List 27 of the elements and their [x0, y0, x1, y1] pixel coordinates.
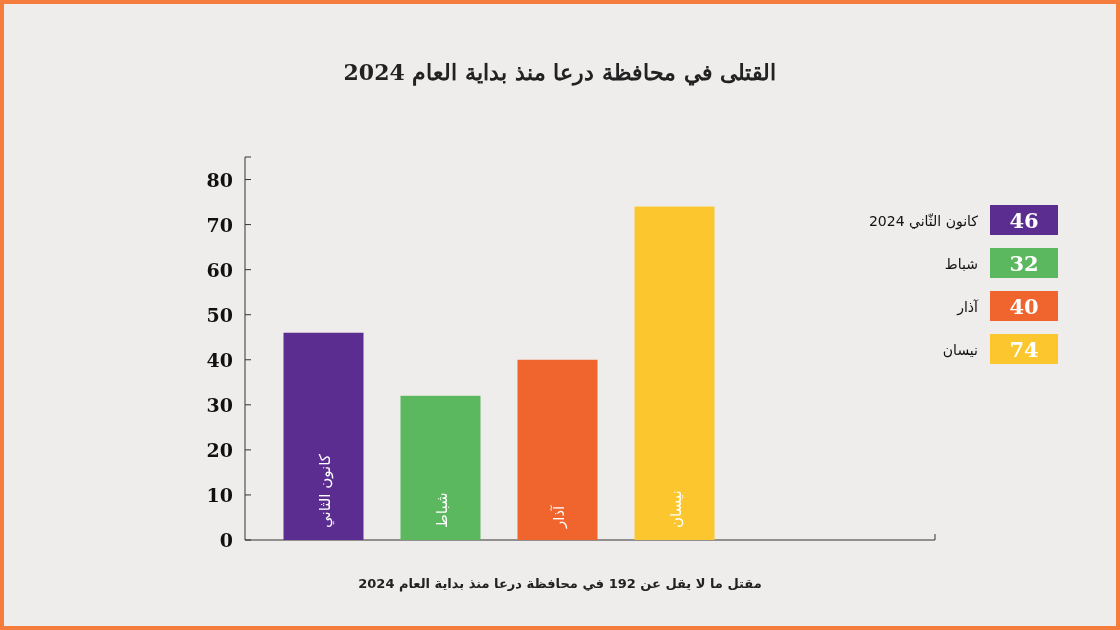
- data-label: 40: [1009, 294, 1039, 319]
- category-label: نيسان: [942, 342, 978, 358]
- y-tick-label: 60: [206, 258, 233, 281]
- x-tick-label: نيسان: [666, 490, 685, 528]
- y-tick-label: 0: [219, 529, 233, 551]
- y-tick-label: 70: [206, 213, 233, 236]
- data-label: 74: [1009, 337, 1039, 362]
- text: مقتل ما لا يقل عن 192 في محافظة درعا منذ بداية العام 2024: [358, 576, 762, 592]
- bar: [283, 332, 364, 540]
- y-tick-label: 10: [206, 483, 233, 506]
- x-tick-label: آذار: [549, 504, 568, 529]
- bar: [517, 359, 598, 540]
- y-tick-label: 50: [206, 303, 233, 326]
- category-label: كانون الثّاني 2024: [868, 213, 979, 230]
- bar: [400, 395, 481, 540]
- category-label: شباط: [944, 256, 978, 272]
- x-tick-label: شباط: [432, 492, 451, 528]
- data-label: 46: [1009, 208, 1039, 233]
- y-tick-label: 40: [206, 348, 233, 371]
- bar: [634, 206, 715, 540]
- data-label: 32: [1009, 251, 1039, 276]
- chart-title: القتلى في محافظة درعا منذ بداية العام 2024: [343, 59, 777, 86]
- category-label: آذار: [956, 299, 980, 316]
- y-tick-label: 30: [206, 393, 233, 416]
- y-tick-label: 80: [206, 168, 233, 191]
- y-tick-label: 20: [206, 438, 233, 461]
- x-tick-label: كانون الثاني: [315, 453, 335, 528]
